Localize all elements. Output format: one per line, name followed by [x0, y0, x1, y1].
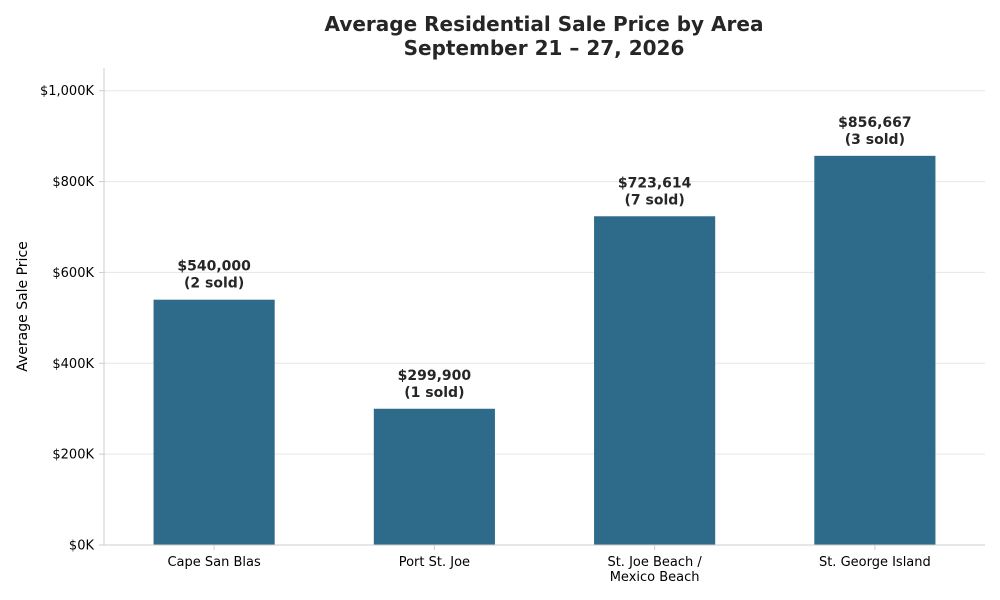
x-tick-label-line: Cape San Blas — [167, 555, 261, 570]
x-tick-label-line: St. Joe Beach / — [607, 555, 702, 570]
x-tick-label-line: Mexico Beach — [610, 570, 700, 585]
bar-value-label: $540,000 (2 sold) — [177, 259, 251, 292]
bar-value-label: $723,614 (7 sold) — [618, 175, 692, 208]
bar-value-label-line: (2 sold) — [184, 276, 244, 292]
bars-layer — [153, 155, 936, 545]
title-layer: Average Residential Sale Price by Area Se… — [325, 12, 764, 60]
axes-layer: $0K $200K $400K $600K $800K $1,000K Cape San B… — [15, 68, 985, 585]
x-tick-label: St. Joe Beach / Mexico Beach — [607, 555, 702, 585]
bar — [373, 408, 495, 545]
chart-title-line: September 21 – 27, 2026 — [404, 36, 685, 60]
bar-value-label-line: (1 sold) — [404, 385, 464, 401]
x-tick-label-line: Port St. Joe — [399, 555, 470, 570]
bar-value-label: $856,667 (3 sold) — [838, 115, 912, 148]
bar-value-label: $299,900 (1 sold) — [398, 368, 472, 401]
y-tick-label: $800K — [52, 175, 94, 190]
x-tick-label: St. George Island — [819, 555, 931, 570]
y-tick-label: $600K — [52, 266, 94, 281]
x-tick-label-line: St. George Island — [819, 555, 931, 570]
chart-title: Average Residential Sale Price by Area Se… — [325, 12, 764, 60]
x-tick-label: Cape San Blas — [167, 555, 261, 570]
y-tick-label: $0K — [69, 539, 95, 554]
bar-value-label-line: $299,900 — [398, 368, 472, 384]
bar — [814, 155, 936, 545]
y-tick-label: $1,000K — [40, 84, 94, 99]
bar-value-label-line: $723,614 — [618, 175, 692, 191]
labels-layer: $540,000 (2 sold) $299,900 (1 sold) $723,614… — [177, 115, 911, 401]
bar-value-label-line: $540,000 — [177, 259, 251, 275]
chart-title-line: Average Residential Sale Price by Area — [325, 12, 764, 36]
y-tick-label: $400K — [52, 357, 94, 372]
x-tick-label: Port St. Joe — [399, 555, 470, 570]
bar-value-label-line: (7 sold) — [625, 192, 685, 208]
y-tick-label: $200K — [52, 448, 94, 463]
bar-value-label-line: $856,667 — [838, 115, 912, 131]
bar — [594, 216, 716, 545]
bar — [153, 299, 275, 545]
bar-value-label-line: (3 sold) — [845, 132, 905, 148]
y-axis-label: Average Sale Price — [15, 241, 31, 372]
